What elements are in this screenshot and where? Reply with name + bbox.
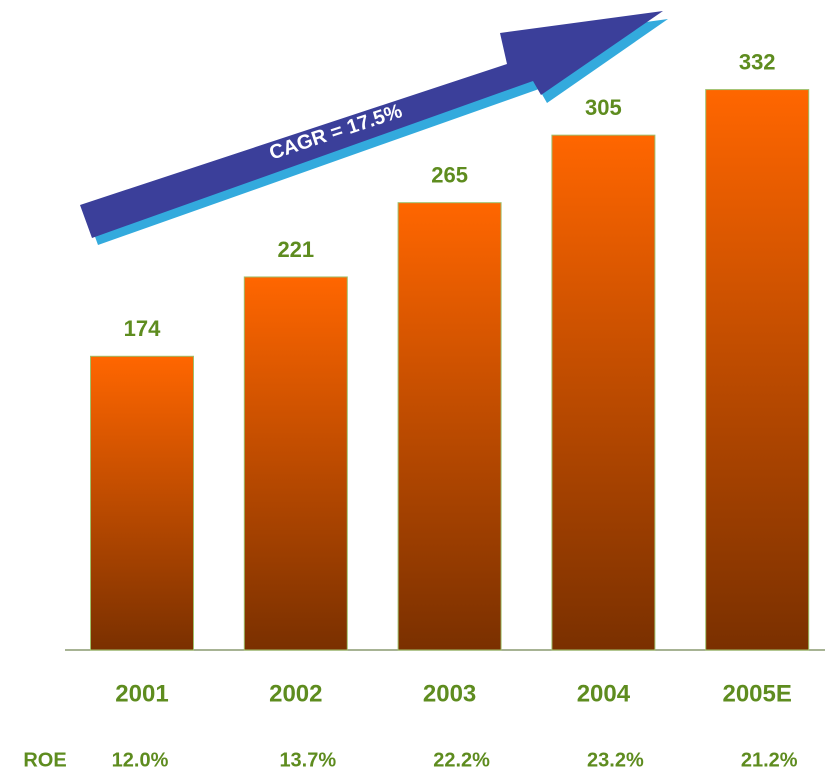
x-tick-label: 2003 [423, 680, 476, 707]
value-label: 332 [739, 49, 776, 74]
value-label: 265 [431, 162, 468, 187]
roe-value: 22.2% [433, 749, 490, 771]
bar [551, 134, 656, 651]
roe-label: ROE [23, 749, 66, 771]
x-tick-label: 2004 [577, 680, 631, 707]
x-tick-label: 2005E [722, 680, 791, 707]
roe-value: 13.7% [279, 749, 336, 771]
roe-value: 12.0% [112, 749, 169, 771]
bar [243, 276, 348, 651]
roe-value: 21.2% [741, 749, 798, 771]
value-label: 221 [277, 237, 314, 262]
value-label: 174 [124, 316, 161, 341]
bar [397, 202, 502, 651]
growth-arrow [80, 11, 668, 245]
bar [705, 89, 810, 651]
bar [90, 355, 194, 651]
value-label: 305 [585, 95, 622, 120]
x-tick-label: 2001 [115, 680, 168, 707]
x-tick-label: 2002 [269, 680, 322, 707]
roe-value: 23.2% [587, 749, 644, 771]
